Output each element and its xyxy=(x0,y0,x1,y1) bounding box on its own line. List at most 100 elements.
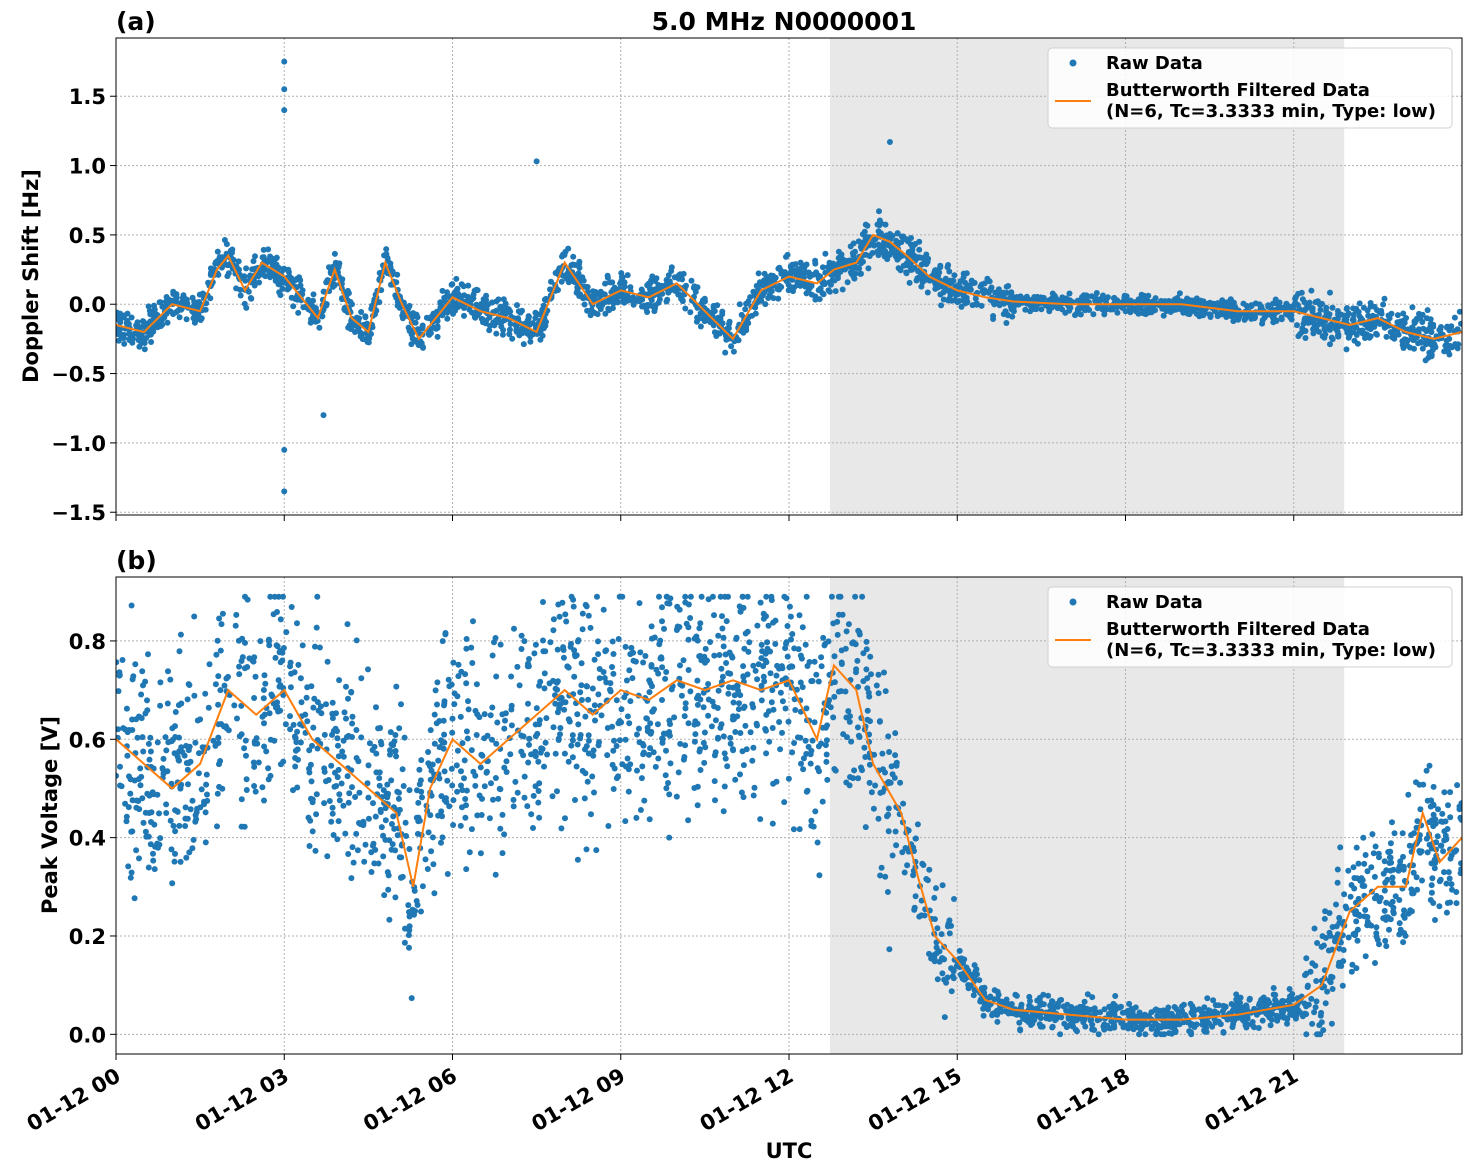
raw-data-point xyxy=(483,769,490,776)
raw-data-point xyxy=(809,678,816,684)
raw-data-point xyxy=(994,988,1001,995)
raw-data-point xyxy=(260,687,267,693)
raw-data-point xyxy=(1312,299,1319,306)
raw-data-point xyxy=(932,267,939,274)
raw-data-point xyxy=(823,758,830,765)
raw-data-point xyxy=(178,744,185,751)
raw-data-point xyxy=(449,281,456,288)
raw-data-point xyxy=(213,651,220,658)
raw-data-point xyxy=(918,897,925,904)
raw-data-point xyxy=(314,745,321,752)
raw-data-point xyxy=(1400,939,1407,946)
raw-data-point xyxy=(742,306,749,313)
raw-data-point xyxy=(995,286,1002,293)
raw-data-point xyxy=(294,728,301,735)
raw-data-point xyxy=(402,819,409,826)
raw-data-point xyxy=(755,270,762,277)
raw-data-point xyxy=(1326,910,1333,916)
raw-data-point xyxy=(1317,306,1324,313)
raw-data-point xyxy=(339,748,346,755)
raw-data-point xyxy=(204,791,210,798)
raw-data-point xyxy=(870,805,877,812)
raw-data-point xyxy=(1268,1016,1275,1023)
raw-data-point xyxy=(818,663,825,670)
raw-data-point xyxy=(130,673,137,680)
raw-data-point xyxy=(1257,303,1264,309)
raw-data-point xyxy=(125,863,132,870)
raw-data-point xyxy=(570,603,577,610)
raw-data-point xyxy=(1326,977,1333,984)
raw-data-point xyxy=(138,715,145,722)
raw-data-point xyxy=(709,593,716,600)
raw-data-point xyxy=(622,818,629,825)
raw-data-point xyxy=(400,783,407,789)
raw-data-point xyxy=(869,250,876,256)
raw-data-point xyxy=(387,751,393,758)
raw-data-point xyxy=(336,677,343,684)
raw-data-point xyxy=(341,306,348,313)
raw-data-point xyxy=(399,315,406,322)
raw-data-point xyxy=(406,846,413,852)
raw-data-point xyxy=(280,266,287,273)
raw-data-point xyxy=(913,277,920,284)
raw-data-point xyxy=(995,300,1002,307)
raw-data-point xyxy=(224,273,231,280)
raw-data-point xyxy=(463,802,469,809)
raw-data-point xyxy=(584,778,591,785)
raw-data-point xyxy=(1186,1028,1193,1035)
raw-data-point xyxy=(892,752,899,759)
raw-data-point xyxy=(465,282,472,289)
raw-data-point xyxy=(474,303,481,310)
raw-data-point xyxy=(394,271,401,278)
raw-data-point xyxy=(649,273,656,280)
raw-data-point xyxy=(1375,850,1382,857)
raw-data-point xyxy=(1317,301,1324,308)
raw-data-point xyxy=(1156,1023,1163,1030)
raw-data-point xyxy=(967,286,974,293)
raw-data-point xyxy=(393,753,400,760)
raw-data-point xyxy=(681,754,688,760)
raw-data-point xyxy=(883,241,890,248)
raw-data-point xyxy=(815,743,822,750)
raw-data-point xyxy=(330,832,337,838)
raw-data-point xyxy=(1353,324,1360,331)
raw-data-point xyxy=(282,721,289,728)
raw-data-point xyxy=(468,644,475,651)
raw-data-point xyxy=(365,666,371,673)
raw-data-point xyxy=(872,782,879,789)
raw-data-point xyxy=(1414,818,1421,825)
raw-data-point xyxy=(1278,1008,1285,1015)
raw-data-point xyxy=(736,603,743,610)
raw-data-point xyxy=(1120,1024,1127,1031)
raw-data-point xyxy=(1101,1006,1108,1013)
raw-data-point xyxy=(1435,806,1441,813)
raw-data-point xyxy=(439,312,446,319)
raw-data-point xyxy=(380,853,387,860)
raw-data-point xyxy=(167,817,174,824)
raw-data-point xyxy=(285,266,292,273)
raw-data-point xyxy=(928,955,935,962)
raw-data-point xyxy=(128,869,135,876)
raw-data-point xyxy=(879,788,886,795)
raw-data-point xyxy=(293,739,300,746)
raw-data-point xyxy=(1345,934,1352,941)
raw-data-point xyxy=(863,666,870,673)
raw-data-point xyxy=(1454,345,1461,352)
raw-data-point xyxy=(772,617,779,624)
raw-data-point xyxy=(581,301,588,308)
raw-data-point xyxy=(587,312,594,319)
raw-data-point xyxy=(745,648,752,655)
raw-data-point xyxy=(265,246,272,253)
raw-data-point xyxy=(900,800,907,807)
raw-data-point xyxy=(182,823,189,829)
raw-data-point xyxy=(955,282,962,289)
raw-data-point xyxy=(1126,1000,1133,1007)
raw-data-point xyxy=(396,806,403,813)
raw-data-point xyxy=(1227,312,1234,319)
raw-data-point xyxy=(376,782,383,789)
raw-data-point xyxy=(685,667,692,673)
raw-data-point xyxy=(128,314,135,321)
raw-data-point xyxy=(312,643,318,650)
raw-data-point xyxy=(1355,895,1362,902)
raw-data-point xyxy=(850,273,857,280)
